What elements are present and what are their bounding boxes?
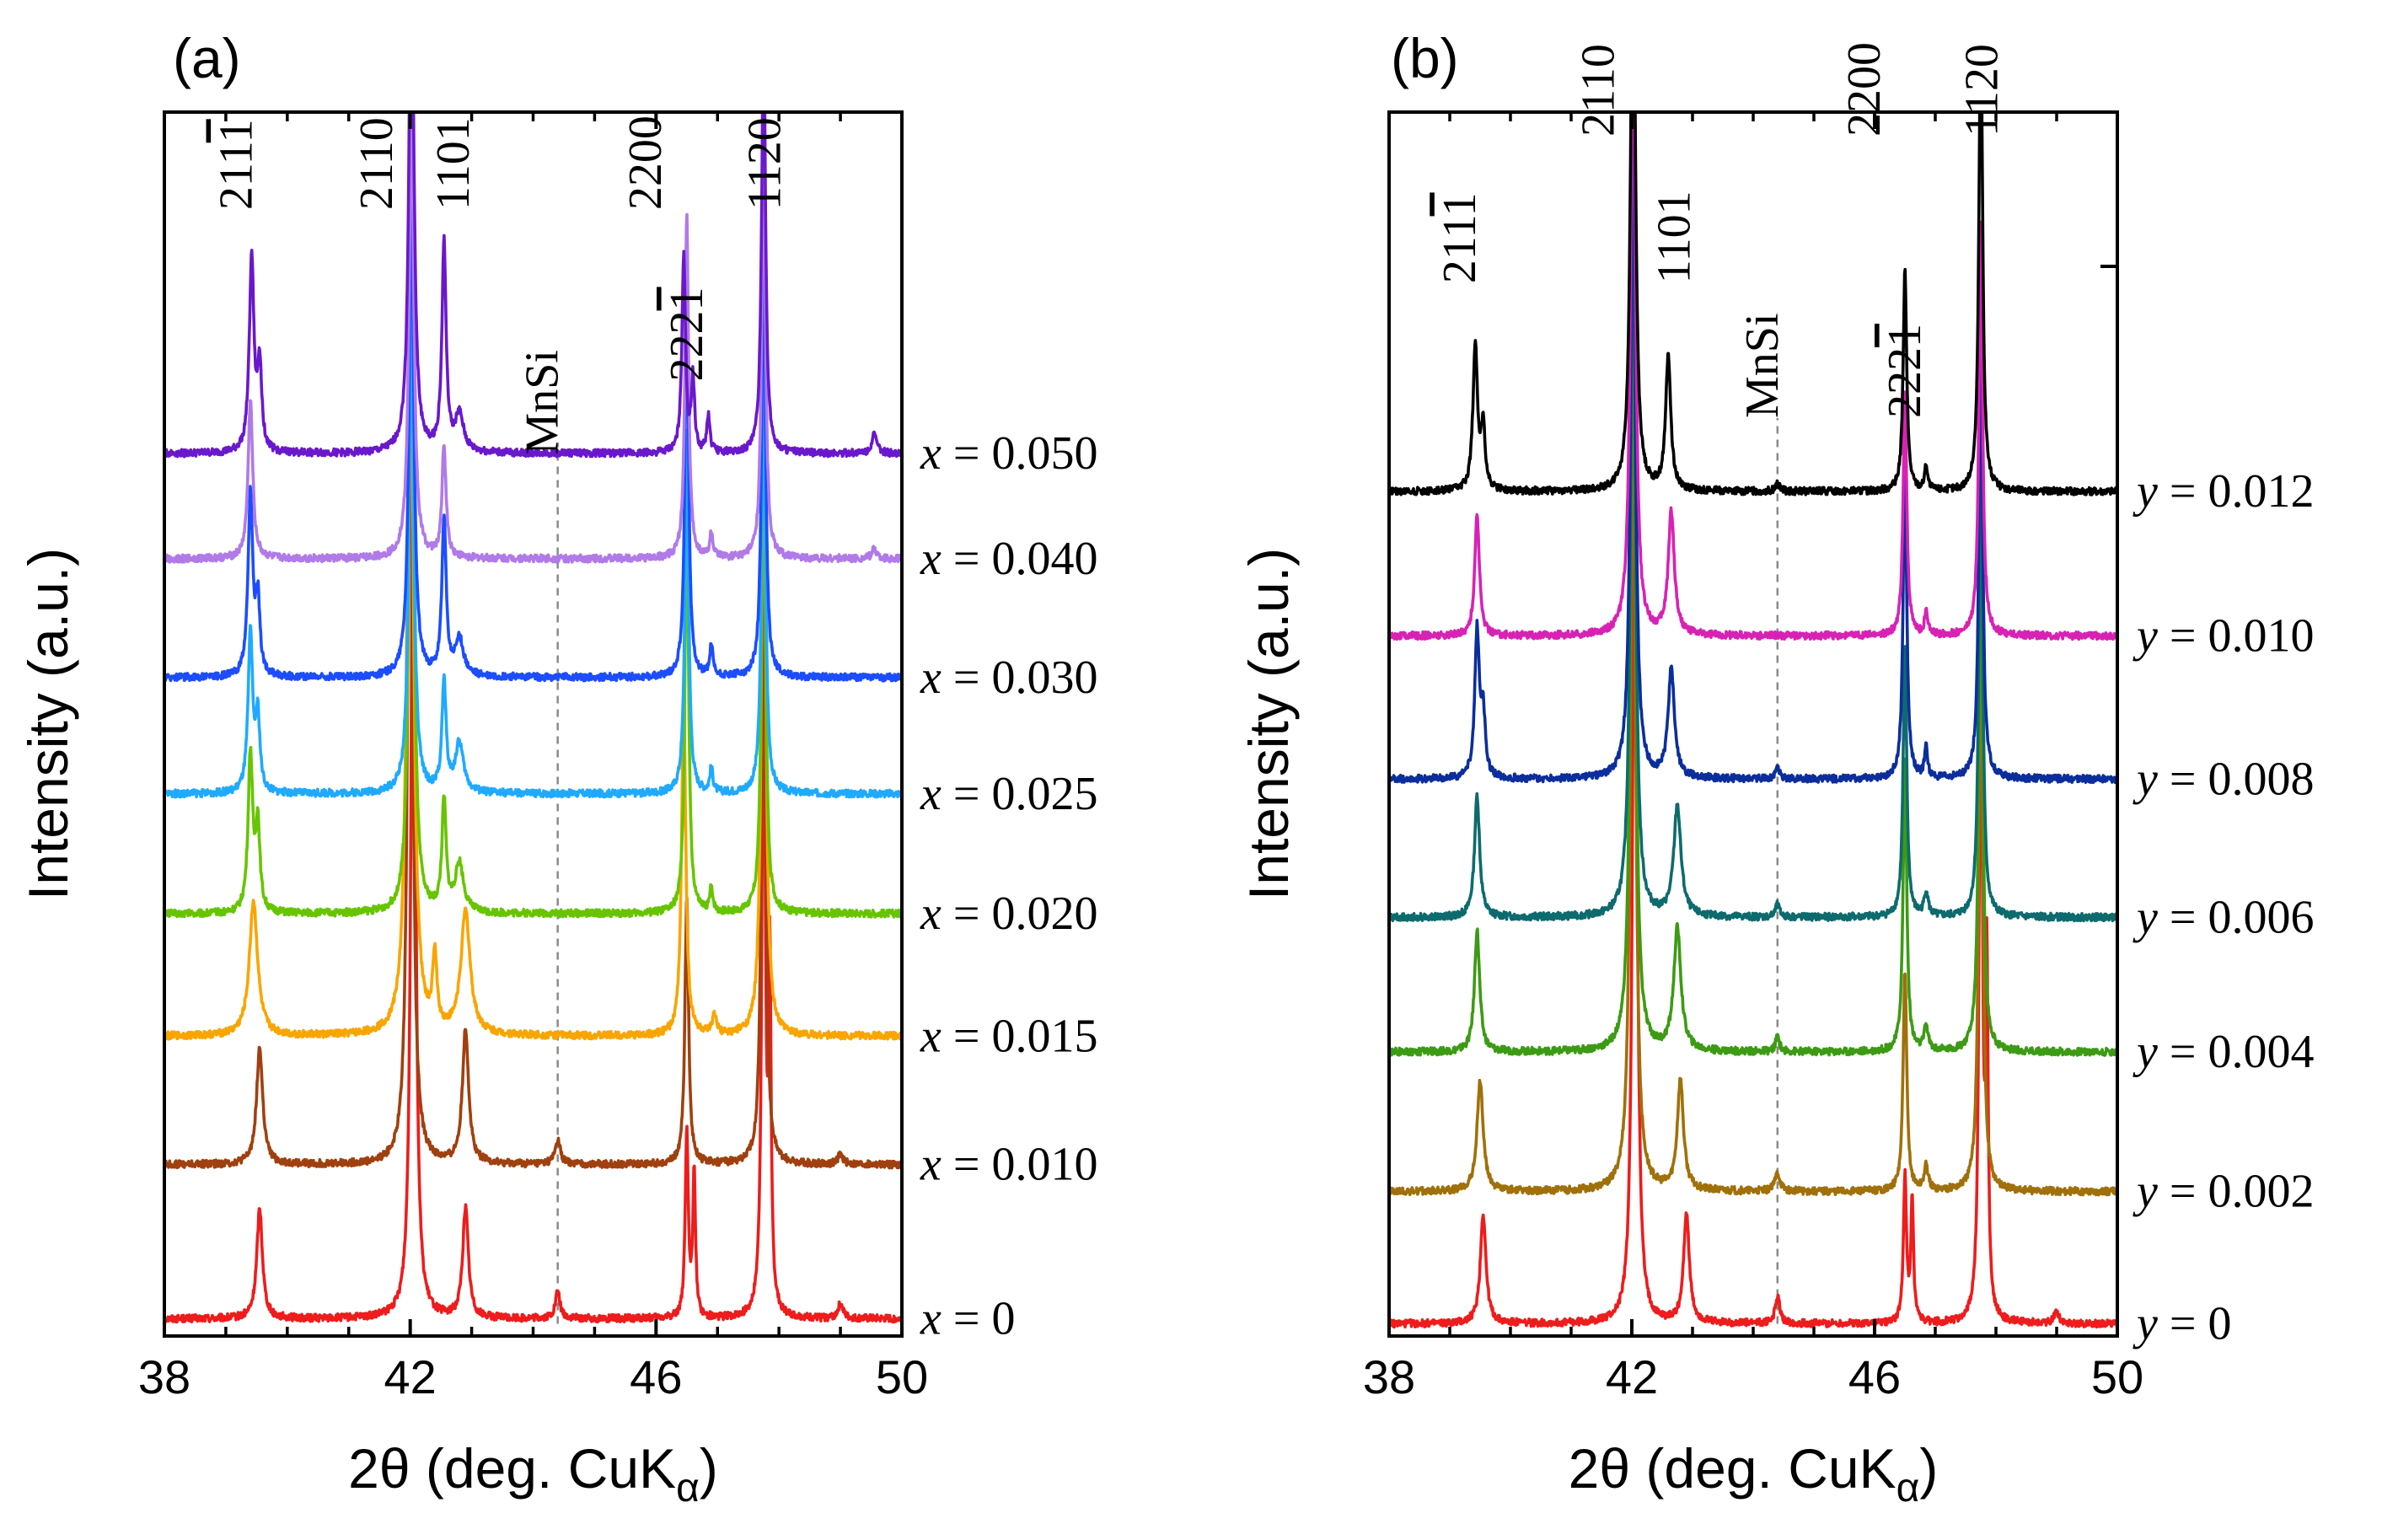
- peak-label-2221: 2221: [661, 287, 713, 381]
- panel-a: 38 42 46 50 2θ (deg. CuKα) Intensity (a.u.) (a…: [17, 27, 1097, 1510]
- peak-label-2111: 2111: [1434, 192, 1486, 283]
- series-line-x-0.015: [164, 177, 902, 1041]
- peak-label-2200: 2200: [1838, 42, 1891, 137]
- series-group: [164, 112, 902, 1324]
- series-line-y-0.010: [1389, 112, 2117, 641]
- series-label-y-0: y = 0: [2133, 1297, 2231, 1350]
- series-label-x-0.025: x = 0.025: [920, 768, 1097, 820]
- peak-label-2200: 2200: [620, 115, 672, 210]
- series-line-y-0.004: [1389, 219, 2117, 1057]
- peak-label-2110: 2110: [351, 117, 403, 210]
- panel-b: 38 42 46 50 2θ (deg. CuKα) Intensity (a.u.) (b…: [1237, 27, 2314, 1510]
- x-tick-label: 42: [384, 1350, 437, 1403]
- x-tick-label: 42: [1606, 1350, 1658, 1403]
- y-axis-label: Intensity (a.u.): [17, 548, 79, 900]
- series-line-y-0.008: [1389, 112, 2117, 785]
- x-axis-label: 2θ (deg. CuKα): [348, 1437, 718, 1510]
- series-label-x-0.020: x = 0.020: [920, 888, 1097, 940]
- series-group: [1389, 112, 2117, 1329]
- series-label-y-0.002: y = 0.002: [2133, 1166, 2314, 1218]
- peak-label-1120: 1120: [1955, 44, 2008, 137]
- series-line-y-0: [1389, 353, 2117, 1329]
- series-label-y-0.004: y = 0.004: [2133, 1026, 2314, 1078]
- series-label-y-0.010: y = 0.010: [2133, 609, 2314, 662]
- series-label-y-0.012: y = 0.012: [2133, 465, 2314, 518]
- peak-label-2221: 2221: [1879, 324, 1931, 418]
- panel-label: (b): [1391, 27, 1459, 89]
- series-label-x-0.030: x = 0.030: [920, 652, 1097, 704]
- x-tick-label: 50: [2091, 1350, 2143, 1403]
- series-line-x-0.020: [164, 236, 902, 919]
- peak-label-mnsi: MnSi: [517, 350, 569, 455]
- x-tick-label: 38: [1363, 1350, 1415, 1403]
- series-line-y-0.006: [1389, 158, 2117, 923]
- plot-frame: [163, 110, 904, 1338]
- series-line-y-0.002: [1389, 285, 2117, 1197]
- x-axis-label: 2θ (deg. CuKα): [1569, 1437, 1939, 1510]
- panel-label: (a): [173, 27, 241, 89]
- series-label-x-0: x = 0: [920, 1293, 1015, 1345]
- peak-label-1101: 1101: [1648, 190, 1700, 283]
- series-line-x-0.050: [164, 112, 902, 459]
- peak-label-2110: 2110: [1572, 44, 1624, 137]
- x-tick-label: 38: [138, 1350, 190, 1403]
- series-label-x-0.015: x = 0.015: [920, 1010, 1097, 1062]
- series-label-x-0.040: x = 0.040: [920, 533, 1097, 585]
- series-line-x-0.040: [164, 112, 902, 564]
- peak-label-1101: 1101: [427, 117, 480, 210]
- series-label-x-0.010: x = 0.010: [920, 1139, 1097, 1191]
- y-axis-label: Intensity (a.u.): [1237, 548, 1300, 900]
- x-tick-label: 46: [630, 1350, 682, 1403]
- peak-label-2111: 2111: [211, 119, 263, 210]
- series-line-x-0.025: [164, 300, 902, 799]
- series-label-y-0.006: y = 0.006: [2133, 891, 2314, 943]
- peak-label-1120: 1120: [739, 117, 791, 210]
- series-line-x-0.030: [164, 185, 902, 683]
- series-line-y-0.012: [1389, 112, 2117, 496]
- x-tick-label: 50: [876, 1350, 928, 1403]
- series-line-x-0: [164, 348, 902, 1324]
- series-label-y-0.008: y = 0.008: [2133, 753, 2314, 805]
- series-label-x-0.050: x = 0.050: [920, 427, 1097, 480]
- peak-label-mnsi: MnSi: [1736, 313, 1789, 418]
- plot-frame: [1387, 110, 2119, 1338]
- x-tick-label: 46: [1848, 1350, 1901, 1403]
- series-line-x-0.010: [164, 260, 902, 1170]
